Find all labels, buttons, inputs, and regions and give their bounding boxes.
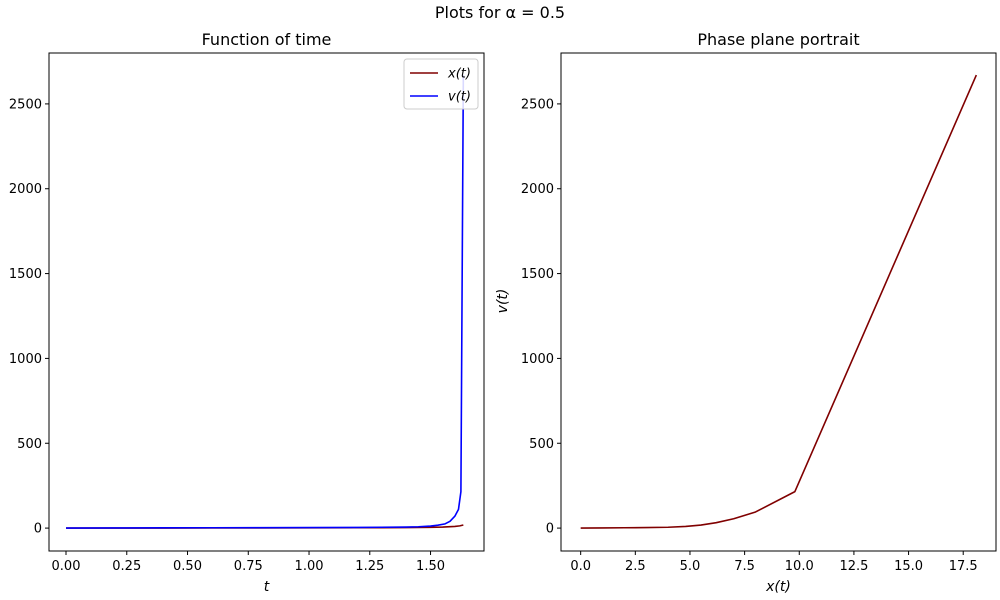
right-y-tick-label: 2000 xyxy=(521,182,554,197)
right-y-tick-label: 500 xyxy=(529,437,554,452)
right-series-group xyxy=(580,74,978,529)
right-y-axis-label: v(t) xyxy=(495,289,511,314)
right-x-tick-label: 10.0 xyxy=(785,559,814,574)
right-y-tick-label: 0 xyxy=(546,522,554,537)
right-x-tick-label: 15.0 xyxy=(894,559,923,574)
left-x-tick-label: 0.25 xyxy=(112,559,141,574)
left-axes-frame xyxy=(48,52,485,552)
right-y-tick-label: 1000 xyxy=(521,352,554,367)
right-x-tick-label: 0.0 xyxy=(570,559,591,574)
phase-plane-chart: Phase plane portrait 0.0 2.5 5.0 7.5 10.0 12.… xyxy=(495,30,997,595)
right-plot-area: 0.0 2.5 5.0 7.5 10.0 12.5 15.0 17.5 0 500 1000 1500… xyxy=(521,52,997,574)
right-axes-frame xyxy=(560,52,997,552)
left-x-tick-label: 1.25 xyxy=(355,559,384,574)
right-x-tick-label: 5.0 xyxy=(680,559,701,574)
left-x-axis-label: t xyxy=(264,579,270,595)
left-x-tick-label: 1.50 xyxy=(416,559,445,574)
left-x-tick-label: 0.50 xyxy=(173,559,202,574)
left-y-tick-label: 1500 xyxy=(9,267,42,282)
left-series-line-vt xyxy=(66,75,465,529)
left-y-tick-label: 500 xyxy=(17,437,42,452)
left-y-tick-label: 0 xyxy=(34,522,42,537)
left-plot-area: 0.00 0.25 0.50 0.75 1.00 1.25 1.50 0 500 1000 1500… xyxy=(9,52,485,574)
left-series-group xyxy=(66,75,465,529)
left-x-tick-label: 0.75 xyxy=(234,559,263,574)
right-x-axis-label: x(t) xyxy=(765,579,791,595)
left-chart-title: Function of time xyxy=(202,30,332,49)
right-y-tick-label: 2500 xyxy=(521,97,554,112)
left-y-tick-label: 2000 xyxy=(9,182,42,197)
legend-label-xt: x(t) xyxy=(447,67,471,82)
left-y-tick-label: 2500 xyxy=(9,97,42,112)
right-x-tick-label: 17.5 xyxy=(949,559,978,574)
right-chart-title: Phase plane portrait xyxy=(697,30,859,49)
left-legend: x(t) v(t) xyxy=(403,58,479,110)
right-x-tick-label: 12.5 xyxy=(839,559,868,574)
left-x-tick-label: 1.00 xyxy=(295,559,324,574)
function-of-time-chart: Function of time 0.00 0.25 0.50 0.75 1.00 1.2… xyxy=(9,30,485,595)
right-series-line-v-vs-x xyxy=(580,74,978,529)
right-x-tick-label: 7.5 xyxy=(734,559,755,574)
legend-label-vt: v(t) xyxy=(448,90,471,105)
figure-suptitle: Plots for α = 0.5 xyxy=(435,3,565,22)
left-x-tick-label: 0.00 xyxy=(52,559,81,574)
right-x-tick-label: 2.5 xyxy=(625,559,646,574)
left-y-tick-label: 1000 xyxy=(9,352,42,367)
right-y-tick-label: 1500 xyxy=(521,267,554,282)
